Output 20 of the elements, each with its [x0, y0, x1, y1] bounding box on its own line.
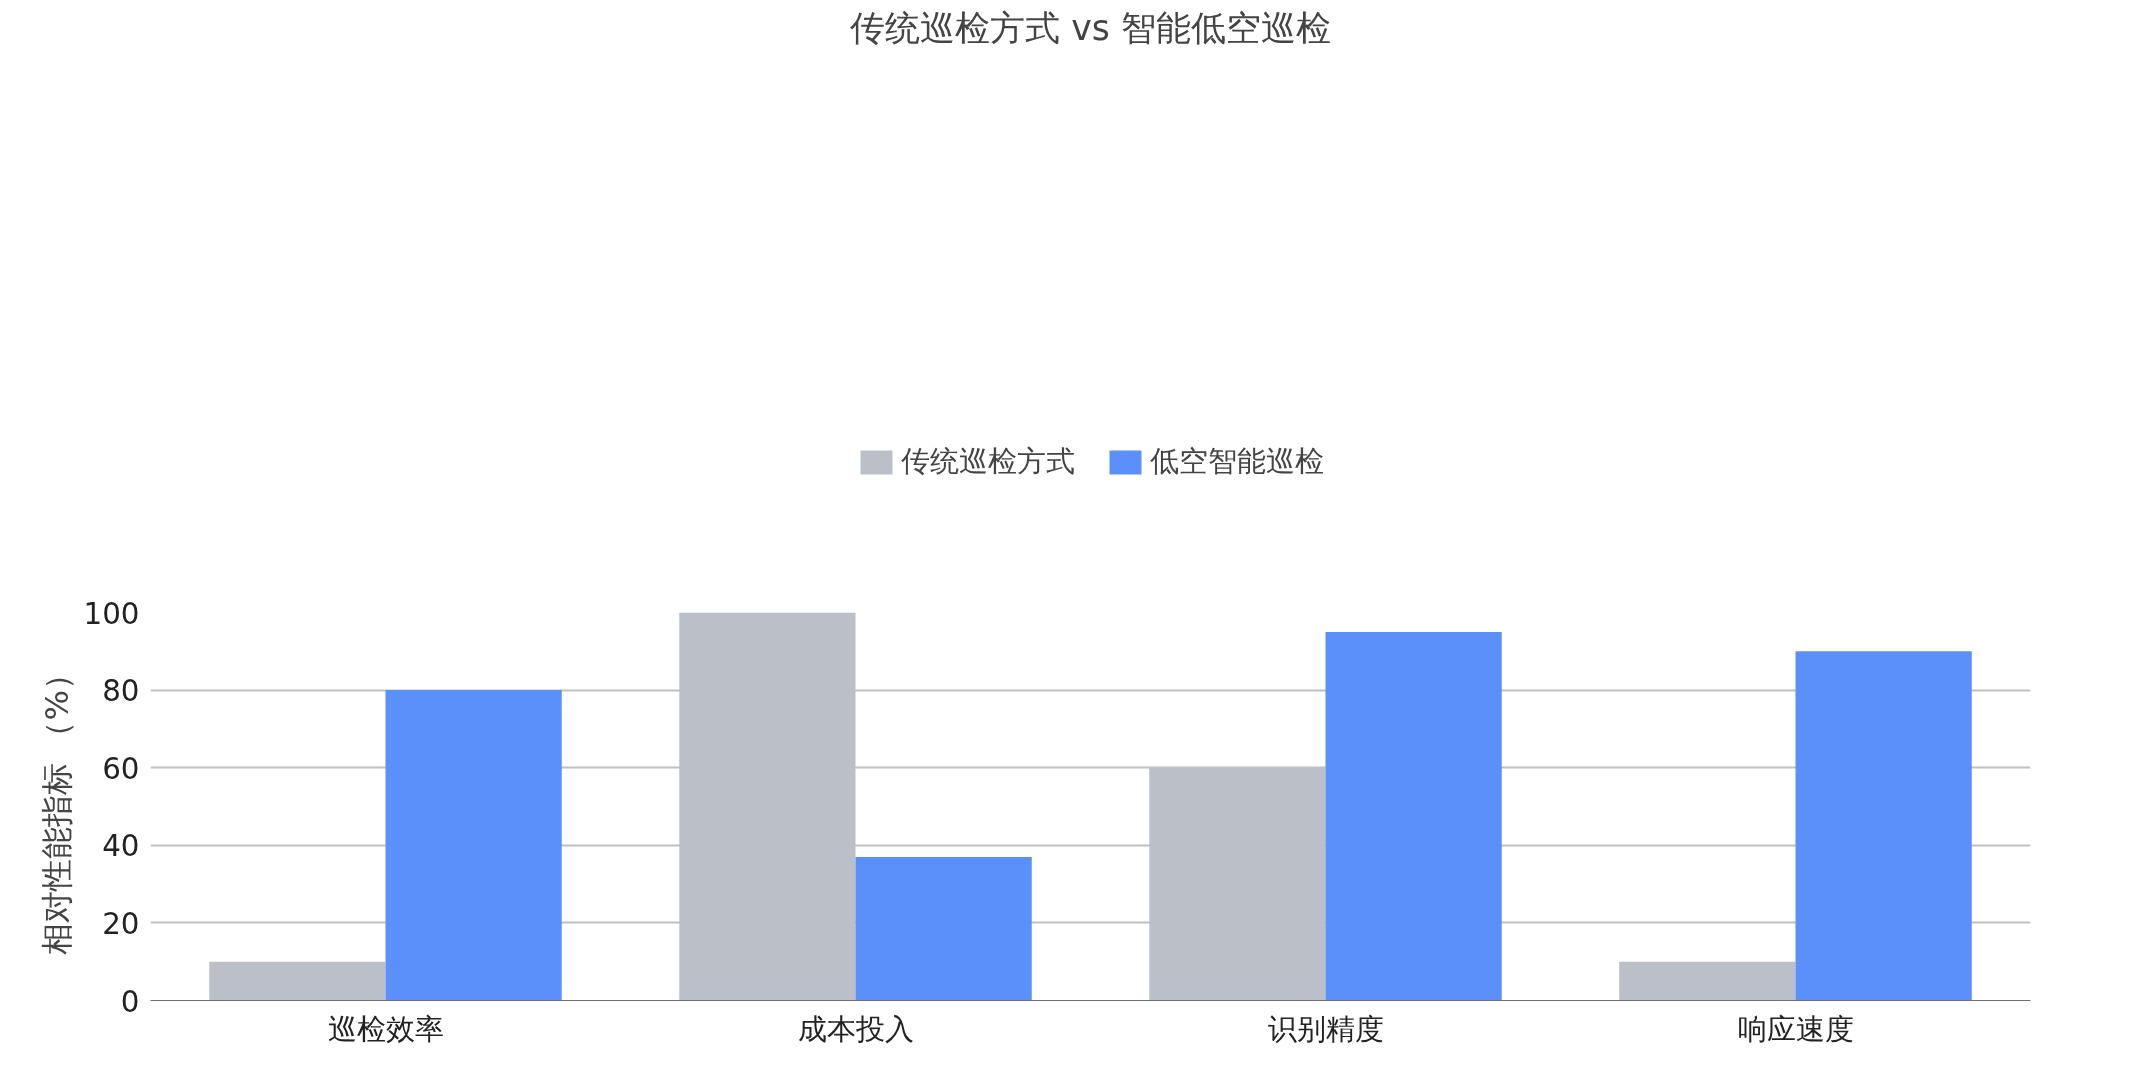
- bar: [855, 856, 1032, 1001]
- y-axis-title: 相对性能指标 （%）: [37, 658, 76, 955]
- bar: [1795, 651, 1972, 1001]
- legend-label: 传统巡检方式: [901, 443, 1075, 480]
- bar: [1619, 961, 1796, 1001]
- y-tick-label: 60: [102, 751, 140, 786]
- bar: [385, 690, 562, 1001]
- legend-label: 低空智能巡检: [1150, 443, 1324, 480]
- y-tick-label: 80: [102, 674, 140, 709]
- y-tick-label: 100: [83, 596, 140, 631]
- x-tick-label: 识别精度: [1267, 1011, 1384, 1046]
- y-tick-label: 0: [120, 984, 140, 1019]
- y-tick-label: 20: [102, 906, 140, 941]
- x-tick-label: 成本投入: [797, 1011, 914, 1046]
- x-tick-label: 响应速度: [1737, 1011, 1854, 1046]
- y-tick-label: 40: [102, 829, 140, 864]
- bar: [1325, 631, 1502, 1001]
- bar: [209, 961, 386, 1001]
- x-tick-label: 巡检效率: [327, 1011, 444, 1046]
- chart-title: 传统巡检方式 vs 智能低空巡检: [850, 7, 1331, 48]
